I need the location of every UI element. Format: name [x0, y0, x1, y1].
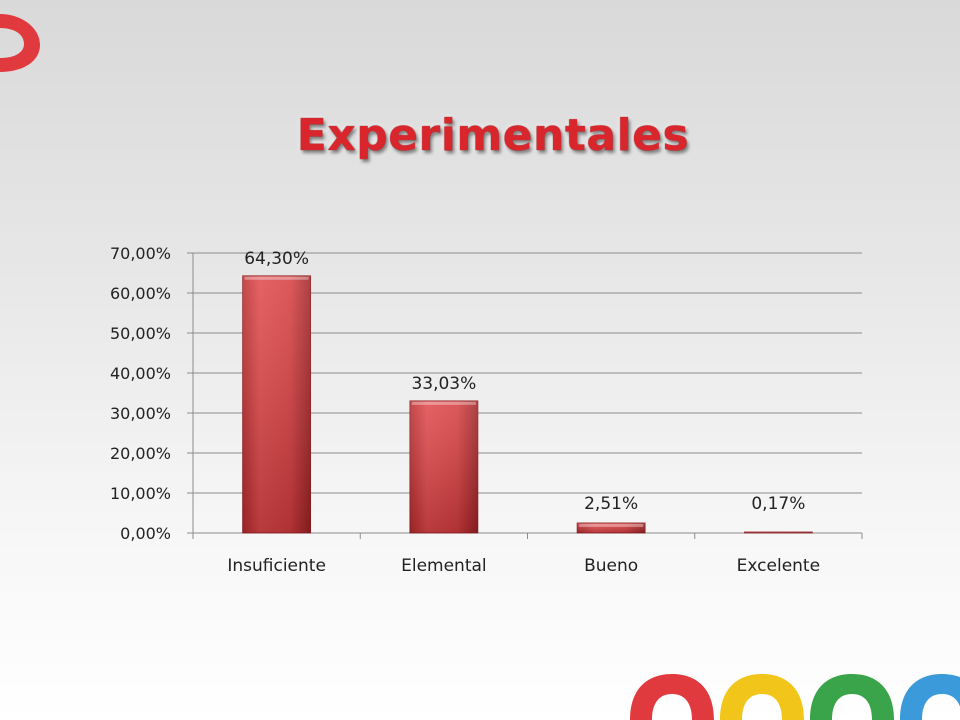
x-tick-label: Insuficiente: [227, 556, 326, 576]
y-tick-label: 30,00%: [110, 404, 171, 423]
data-label: 0,17%: [751, 494, 805, 514]
x-tick-labels: Insuficiente Elemental Bueno Excelente: [227, 556, 820, 576]
brand-arcs-icon: [630, 674, 960, 720]
y-tick-label: 10,00%: [110, 484, 171, 503]
y-tick-label: 20,00%: [110, 444, 171, 463]
logo-icon: [0, 14, 40, 72]
y-tick-label: 60,00%: [110, 284, 171, 303]
bar: [576, 522, 646, 534]
data-label: 64,30%: [244, 249, 309, 269]
y-tick-label: 70,00%: [110, 244, 171, 263]
y-tick-label: 50,00%: [110, 324, 171, 343]
bars: [242, 275, 813, 534]
y-tick-label: 0,00%: [120, 524, 171, 543]
bar: [242, 275, 312, 534]
x-tick-label: Excelente: [737, 556, 820, 576]
bar: [743, 531, 813, 534]
data-label: 33,03%: [411, 374, 476, 394]
data-labels: 64,30% 33,03% 2,51% 0,17%: [244, 249, 805, 514]
y-tick-labels: 0,00% 10,00% 20,00% 30,00% 40,00% 50,00% 60,00…: [110, 244, 171, 543]
bar: [409, 400, 479, 534]
y-tick-label: 40,00%: [110, 364, 171, 383]
x-tick-label: Elemental: [401, 556, 487, 576]
x-tick-label: Bueno: [584, 556, 638, 576]
data-label: 2,51%: [584, 494, 638, 514]
page-title: Experimentales: [296, 110, 690, 161]
